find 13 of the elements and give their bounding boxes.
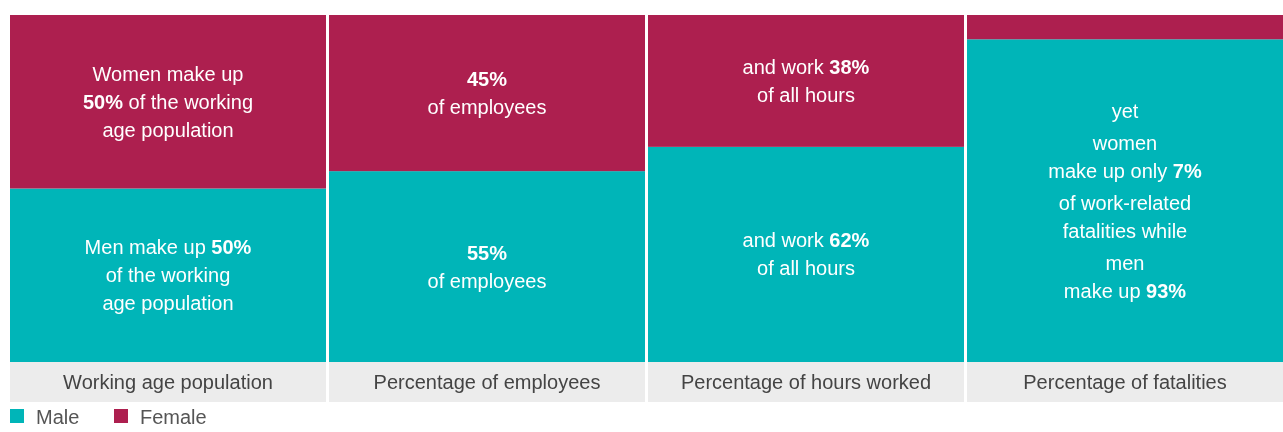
text: Women make up 50% of the working age population bbox=[82, 62, 254, 141]
x-tick-label: Percentage of employees bbox=[373, 371, 601, 393]
text: and work 62% of all hours bbox=[742, 229, 870, 280]
text: Men make up 50% of the working age population bbox=[84, 236, 252, 315]
data-label: 45% of employees bbox=[427, 68, 547, 119]
x-tick-label: Working age population bbox=[63, 371, 273, 393]
legend-label: Male bbox=[36, 406, 80, 428]
data-label: 55% of employees bbox=[427, 241, 547, 292]
text: and work 38% of all hours bbox=[742, 55, 870, 106]
x-tick-label: Percentage of hours worked bbox=[680, 371, 932, 393]
text: yet women make up only 7% of work-related fatalities while men make up 93% bbox=[1048, 99, 1202, 302]
x-tick-label: Percentage of fatalities bbox=[1023, 371, 1227, 393]
legend-label: Female bbox=[140, 406, 207, 428]
